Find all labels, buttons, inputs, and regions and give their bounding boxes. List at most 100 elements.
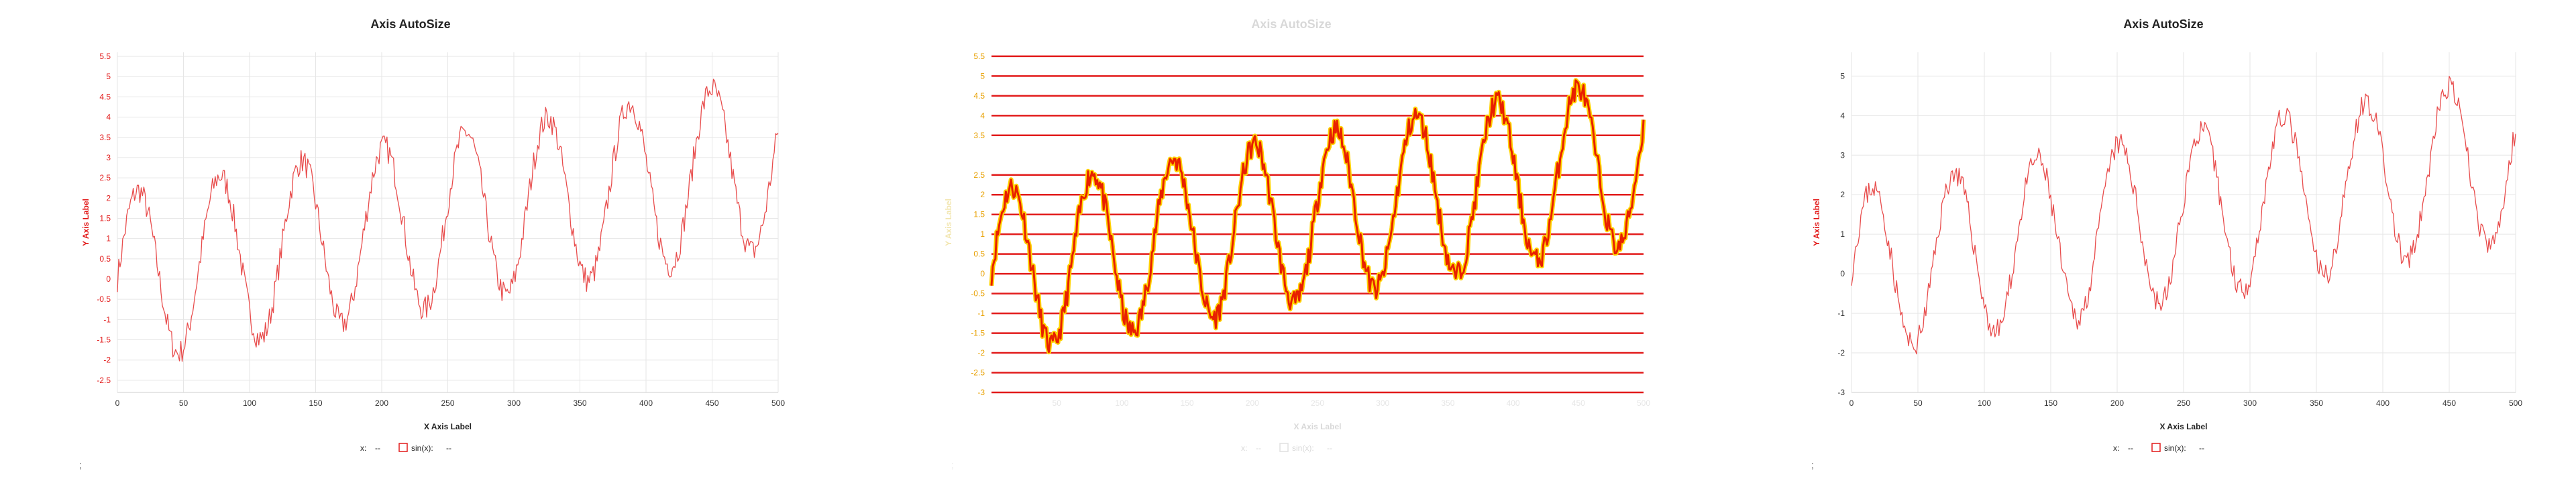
legend-value-x: -- [2128,443,2133,453]
x-tick-label: 150 [1181,398,1194,408]
y-tick-label: -2.5 [97,376,111,385]
y-tick-label: 5.5 [99,52,111,61]
y-tick-label: 0 [980,269,985,278]
y-tick-label: 2 [980,190,985,199]
x-tick-label: 50 [1913,398,1923,408]
y-tick-label: 4 [106,113,111,122]
footnote: ; [951,460,954,470]
y-tick-label: 3.5 [99,133,111,142]
x-tick-label: 350 [2310,398,2323,408]
footnote: ; [1811,460,1814,470]
x-tick-label: 200 [1246,398,1259,408]
chart-title: Axis AutoSize [1251,17,1331,31]
legend-value-sin-x: -- [1327,443,1332,453]
y-tick-label: 1 [106,234,111,244]
chart-panel-2: Axis AutoSize 5.5 5 4.5 4 3.5 2.5 2 1.5 1 0.5 0 -0.5… [944,17,1650,470]
legend-value-sin-x: -- [2199,443,2204,453]
legend-label-x: x: [1241,443,1247,453]
y-tick-label: 0 [106,274,111,284]
legend-label-sin-x: sin(x): [1292,443,1314,453]
y-tick-label: 1 [980,229,985,239]
legend: x: -- sin(x): -- [2113,443,2204,453]
x-tick-label: 0 [115,398,120,408]
y-tick-label: -3 [977,388,985,397]
y-tick-label: -0.5 [971,289,985,299]
y-tick-label: 1 [1840,229,1845,239]
y-tick-label: 4.5 [973,91,985,101]
y-tick-label: -2 [103,356,111,365]
x-tick-label: 200 [2110,398,2124,408]
y-tick-label: 1.5 [973,210,985,219]
x-tick-label: 200 [375,398,388,408]
x-tick-label: 150 [309,398,322,408]
x-tick-label: 50 [179,398,189,408]
x-tick-label: 0 [1849,398,1854,408]
x-tick-label: 150 [2044,398,2057,408]
x-tick-label: 50 [1053,398,1062,408]
x-tick-label: 500 [2509,398,2522,408]
footnote: ; [79,460,82,470]
x-tick-label: 300 [1376,398,1389,408]
x-tick-label: 300 [2243,398,2257,408]
y-tick-label: 3 [1840,150,1845,160]
y-tick-label: -3 [1837,388,1845,397]
y-tick-label: -0.5 [97,294,111,304]
x-tick-label: 500 [1637,398,1650,408]
y-tick-label: 4 [1840,111,1845,120]
x-tick-label: 250 [441,398,454,408]
chart-title: Axis AutoSize [370,17,450,31]
legend-label-sin-x: sin(x): [2164,443,2186,453]
y-axis-label: Y Axis Label [81,199,91,246]
y-tick-label: -1 [103,315,111,324]
series-highlight-sin-x [989,78,1646,355]
series-line-sin-x [990,79,1645,354]
legend-swatch-sin-x [1279,443,1289,452]
y-tick-label: 5.5 [973,52,985,61]
x-tick-label: 400 [2376,398,2390,408]
y-tick-label: 0.5 [973,250,985,259]
legend-swatch-sin-x [398,443,408,452]
y-tick-label: -1 [977,309,985,318]
legend-value-x: -- [375,443,380,453]
x-tick-label: 500 [771,398,785,408]
y-axis-label: Y Axis Label [1812,199,1821,246]
y-tick-label: 0 [1840,269,1845,278]
x-tick-label: 450 [2443,398,2456,408]
legend-label-x: x: [360,443,366,453]
y-tick-label: 3.5 [973,131,985,140]
y-tick-label: -2.5 [971,368,985,378]
x-axis-label: X Axis Label [2160,422,2208,431]
legend: x: -- sin(x): -- [1241,443,1332,453]
y-tick-label: -2 [977,348,985,358]
x-tick-label: 250 [1311,398,1324,408]
y-tick-label: -2 [1837,348,1845,358]
y-tick-label: 2.5 [99,173,111,182]
chart-panel-3: Axis AutoSize 5 4 3 2 1 0 -1 -2 -3 0 50 100 150 200 250… [1811,17,2522,470]
legend: x: -- sin(x): -- [360,443,451,453]
x-tick-label: 250 [2177,398,2190,408]
y-tick-label: -1.5 [97,335,111,345]
legend-label-x: x: [2113,443,2119,453]
series-line-sin-x [117,78,779,362]
chart-title: Axis AutoSize [2123,17,2203,31]
x-axis-label: X Axis Label [424,422,472,431]
y-tick-label: 2 [1840,190,1845,199]
x-tick-label: 100 [243,398,256,408]
y-tick-label: 4 [980,111,985,120]
x-tick-label: 350 [573,398,586,408]
y-tick-label: 2.5 [973,170,985,180]
y-tick-label: 0.5 [99,254,111,264]
x-axis-label: X Axis Label [1294,422,1342,431]
y-tick-label: 2 [106,193,111,203]
y-tick-label: 3 [106,153,111,162]
y-tick-label: -1 [1837,309,1845,318]
series-line-sin-x [1851,76,2516,355]
y-tick-label: 4.5 [99,92,111,101]
y-tick-label: -1.5 [971,329,985,338]
y-tick-label: 1.5 [99,213,111,223]
y-tick-label: 5 [106,72,111,81]
legend-value-x: -- [1256,443,1261,453]
x-tick-label: 450 [705,398,718,408]
legend-label-sin-x: sin(x): [411,443,433,453]
